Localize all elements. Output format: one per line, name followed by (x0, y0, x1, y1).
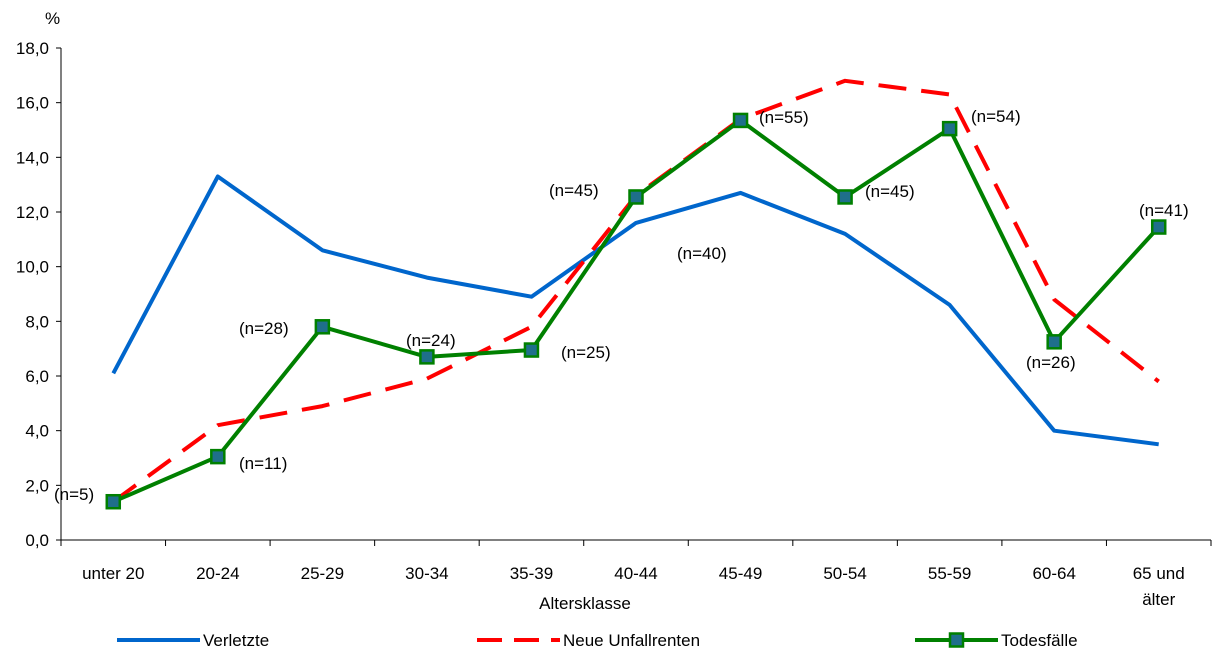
x-axis-title: Altersklasse (539, 594, 631, 613)
series-line-todesfaelle (112, 118, 1161, 504)
y-tick-label: 16,0 (16, 94, 49, 113)
y-axis-unit: % (45, 9, 60, 28)
legend-label: Todesfälle (1001, 631, 1078, 650)
y-tick-label: 18,0 (16, 39, 49, 58)
x-tick-label: 55-59 (928, 564, 971, 583)
sample-size-annotation: (n=45) (549, 181, 599, 200)
legend-label: Verletzte (203, 631, 269, 650)
sample-size-annotation: (n=55) (759, 108, 809, 127)
annotation-layer: (n=5) (n=11) (n=28) (n=24) (n=25) (n=45) (n=40… (54, 107, 1189, 504)
sample-size-annotation: (n=11) (239, 454, 287, 473)
sample-size-annotation: (n=24) (406, 331, 456, 350)
sample-size-annotation: (n=54) (971, 107, 1021, 126)
x-tick-label: unter 20 (82, 564, 144, 583)
y-tick-label: 12,0 (16, 203, 49, 222)
x-tick-label: 40-44 (614, 564, 657, 583)
x-tick-label: 60-64 (1032, 564, 1075, 583)
data-point-marker (314, 319, 331, 335)
sample-size-annotation: (n=25) (561, 343, 611, 362)
data-point-marker (732, 112, 749, 129)
x-tick-label: 35-39 (510, 564, 553, 583)
x-tick-label: 50-54 (823, 564, 866, 583)
y-tick-label: 8,0 (25, 312, 49, 331)
legend: Verletzte Neue Unfallrenten Todesfälle (117, 631, 1078, 650)
data-point-marker (837, 189, 853, 205)
x-tick-label: 65 und älter (1133, 564, 1185, 609)
sample-size-annotation: (n=5) (54, 485, 94, 504)
x-tick-label: 30-34 (405, 564, 448, 583)
data-point-marker (419, 349, 435, 365)
sample-size-annotation: (n=26) (1026, 353, 1076, 372)
series-line-verletzte (111, 174, 1159, 447)
sample-size-annotation: (n=40) (677, 244, 727, 263)
y-tick-label: 14,0 (16, 148, 49, 167)
sample-size-annotation: (n=45) (865, 182, 915, 201)
legend-label: Neue Unfallrenten (563, 631, 700, 650)
x-tick-label: 45-49 (719, 564, 762, 583)
y-tick-label: 6,0 (25, 367, 49, 386)
x-tick-label: 25-29 (301, 564, 344, 583)
y-tick-label: 10,0 (16, 258, 49, 277)
data-point-marker (210, 448, 226, 465)
x-tick-label: 20-24 (196, 564, 239, 583)
series-layer (105, 78, 1167, 510)
y-tick-label: 2,0 (25, 476, 49, 495)
data-point-marker (1046, 334, 1062, 350)
y-tick-label: 0,0 (25, 531, 49, 550)
sample-size-annotation: (n=28) (239, 319, 289, 338)
y-tick-label: 4,0 (25, 422, 49, 441)
series-line-neue-unfallrenten (112, 78, 1160, 504)
data-point-marker (1150, 219, 1167, 235)
data-point-marker (628, 189, 644, 205)
sample-size-annotation: (n=41) (1139, 201, 1189, 220)
legend-marker (948, 632, 965, 648)
axes: 0,0 2,0 4,0 6,0 8,0 10,0 12,0 14,0 16,0 18,0 unter… (16, 39, 1212, 609)
data-point-marker (941, 120, 958, 137)
data-point-marker (523, 342, 540, 358)
data-point-marker (105, 493, 122, 510)
